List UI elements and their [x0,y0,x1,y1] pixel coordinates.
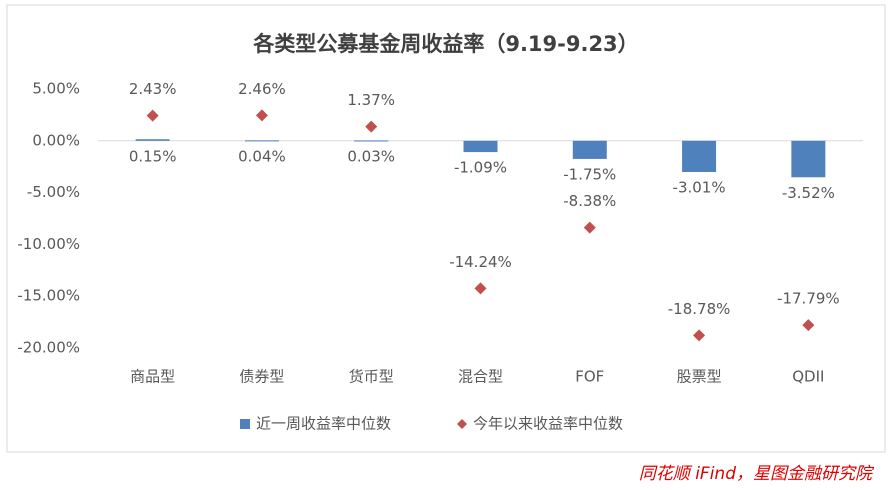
x-tick-label: 混合型 [458,368,503,386]
point-value-label: 1.37% [347,91,395,109]
bar [244,140,279,142]
diamond-marker [802,319,815,332]
bar-value-label: -3.52% [782,184,835,202]
x-tick-label: 商品型 [130,368,175,386]
bar-value-label: 0.03% [347,147,395,165]
bar [463,140,498,153]
point-value-label: -8.38% [563,192,616,210]
diamond-marker [583,221,596,234]
y-tick-label: -15.00% [17,287,80,305]
bar-value-label: 0.04% [238,147,286,165]
x-tick-label: QDII [792,368,824,386]
diamond-marker [474,282,487,295]
bar [682,140,717,172]
legend-swatch [240,419,250,429]
diamond-marker [365,120,378,133]
point-value-label: 2.46% [238,80,286,98]
bar-value-label: -1.09% [454,159,507,177]
y-tick-label: -5.00% [27,183,80,201]
bar [572,140,607,159]
point-value-label: -14.24% [449,253,512,271]
bar [354,140,389,142]
bar [135,139,170,141]
legend-swatch [457,419,467,429]
bar-value-label: -1.75% [563,165,616,183]
y-tick-label: 0.00% [32,131,80,149]
point-value-label: 2.43% [129,80,177,98]
diamond-marker [693,329,706,342]
chart-title: 各类型公募基金周收益率（9.19-9.23） [252,32,638,56]
bar-value-label: -3.01% [673,178,726,196]
legend-label: 今年以来收益率中位数 [473,415,623,433]
y-tick-label: -20.00% [17,339,80,357]
y-tick-label: -10.00% [17,235,80,253]
diamond-marker [146,109,159,122]
x-tick-label: 债券型 [239,368,284,386]
diamond-marker [255,109,268,122]
chart-frame [6,4,886,453]
point-value-label: -17.79% [777,290,840,308]
y-tick-label: 5.00% [32,80,80,98]
source-note: 同花顺 iFind，星图金融研究院 [639,464,875,484]
point-value-label: -18.78% [668,300,731,318]
bar [791,140,826,178]
x-tick-label: 股票型 [677,368,722,386]
legend-label: 近一周收益率中位数 [256,415,391,433]
bar-value-label: 0.15% [129,147,177,165]
x-tick-label: 货币型 [349,368,394,386]
x-tick-label: FOF [575,368,604,386]
